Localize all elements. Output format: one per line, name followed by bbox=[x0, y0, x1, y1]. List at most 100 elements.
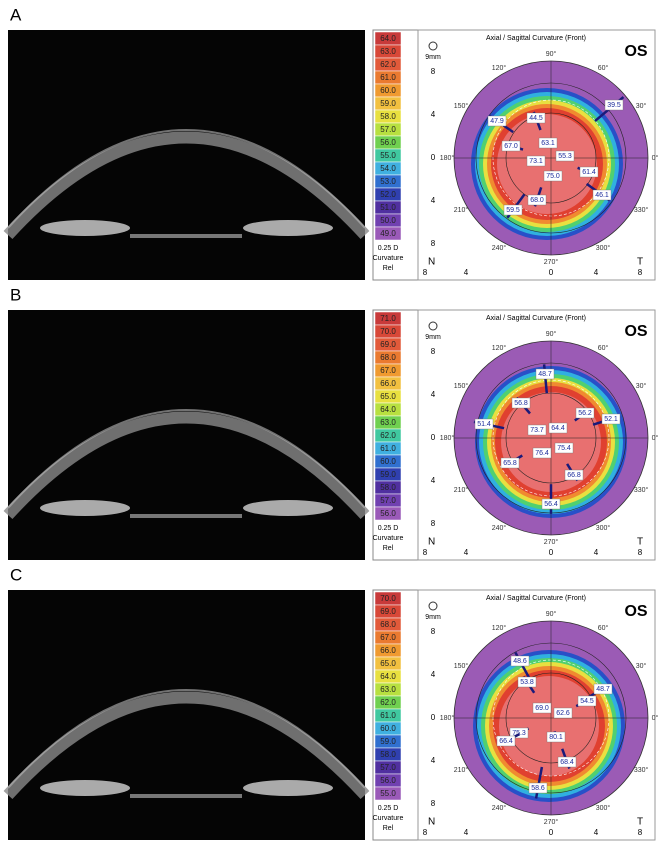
reading: 73.1 bbox=[529, 158, 543, 165]
angle-label: 210° bbox=[454, 486, 469, 494]
reading-box bbox=[538, 137, 558, 149]
scale-value: 59.0 bbox=[380, 470, 396, 479]
x-tick-label: 4 bbox=[464, 548, 469, 557]
x-tick-label: 4 bbox=[594, 548, 599, 557]
temporal: T bbox=[637, 817, 643, 828]
zoom: 9mm bbox=[425, 54, 441, 61]
cornea bbox=[3, 131, 370, 240]
temporal: T bbox=[637, 257, 643, 268]
nasal: N bbox=[428, 257, 435, 268]
zoom: 9mm bbox=[425, 614, 441, 621]
scale-footer: 0.25 D bbox=[378, 525, 399, 532]
angle-label: 240° bbox=[492, 244, 507, 252]
panel-label: C bbox=[10, 565, 22, 584]
scale-value: 49.0 bbox=[380, 229, 396, 238]
scale-value: 59.0 bbox=[380, 737, 396, 746]
angle-label: 180° bbox=[440, 714, 455, 722]
scale-value: 60.0 bbox=[380, 457, 396, 466]
reading: 65.8 bbox=[503, 460, 517, 467]
zoom-icon bbox=[428, 41, 438, 51]
zoom-icon bbox=[428, 321, 438, 331]
angle-label: 330° bbox=[634, 766, 649, 774]
iris bbox=[243, 220, 333, 236]
scale-footer: 0.25 D bbox=[378, 245, 399, 252]
angle-label: 0° bbox=[652, 434, 659, 442]
angle-label: 330° bbox=[634, 486, 649, 494]
reading-box bbox=[526, 155, 546, 167]
reading: 68.0 bbox=[530, 197, 544, 204]
map-title: Axial / Sagittal Curvature (Front) bbox=[486, 35, 586, 42]
iris bbox=[40, 780, 130, 796]
x-tick-label: 8 bbox=[638, 268, 643, 277]
scale-value: 60.0 bbox=[380, 86, 396, 95]
scale-value: 62.0 bbox=[380, 431, 396, 440]
scale-value: 54.0 bbox=[380, 164, 396, 173]
reading: 80.1 bbox=[549, 734, 563, 741]
scale-value: 62.0 bbox=[380, 60, 396, 69]
lens bbox=[130, 514, 242, 518]
reading: 75.0 bbox=[546, 173, 560, 180]
cornea bbox=[3, 411, 370, 520]
reading: 62.6 bbox=[556, 710, 570, 717]
x-tick-label: 8 bbox=[638, 548, 643, 557]
reading-box bbox=[592, 189, 612, 201]
angle-label: 60° bbox=[598, 344, 609, 352]
reading: 47.9 bbox=[490, 118, 504, 125]
angle-label: 150° bbox=[454, 382, 469, 390]
scale-value: 50.0 bbox=[380, 216, 396, 225]
scale-value: 64.0 bbox=[380, 34, 396, 43]
angle-label: 300° bbox=[596, 804, 611, 812]
reading: 67.0 bbox=[504, 143, 518, 150]
reading-box bbox=[557, 756, 577, 768]
scale-value: 68.0 bbox=[380, 353, 396, 362]
scale-value: 58.0 bbox=[380, 483, 396, 492]
iris bbox=[243, 780, 333, 796]
angle-label: 210° bbox=[454, 766, 469, 774]
scale-footer: Curvature bbox=[373, 815, 404, 822]
reading-box bbox=[548, 422, 568, 434]
angle-label: 240° bbox=[492, 804, 507, 812]
scale-value: 63.0 bbox=[380, 685, 396, 694]
angle-label: 120° bbox=[492, 64, 507, 72]
angle-label: 0° bbox=[652, 154, 659, 162]
reading: 55.3 bbox=[558, 153, 572, 160]
y-tick-label: 8 bbox=[431, 67, 436, 76]
reading: 48.7 bbox=[538, 371, 552, 378]
reading: 66.4 bbox=[499, 738, 513, 745]
angle-label: 120° bbox=[492, 344, 507, 352]
scale-value: 52.0 bbox=[380, 190, 396, 199]
reading: 51.4 bbox=[477, 421, 491, 428]
reading: 59.5 bbox=[506, 207, 520, 214]
scale-swatch bbox=[374, 786, 402, 801]
scale-value: 59.0 bbox=[380, 99, 396, 108]
reading-box bbox=[593, 683, 613, 695]
reading-box bbox=[501, 140, 521, 152]
zoom: 9mm bbox=[425, 334, 441, 341]
scale-value: 58.0 bbox=[380, 750, 396, 759]
angle-label: 270° bbox=[544, 818, 559, 826]
y-tick-label: 0 bbox=[431, 153, 436, 162]
scale-value: 60.0 bbox=[380, 724, 396, 733]
temporal: T bbox=[637, 537, 643, 548]
scale-value: 66.0 bbox=[380, 646, 396, 655]
x-tick-label: 0 bbox=[549, 268, 554, 277]
reading-box bbox=[532, 447, 552, 459]
y-tick-label: 8 bbox=[431, 799, 436, 808]
y-tick-label: 4 bbox=[431, 390, 436, 399]
scale-value: 51.0 bbox=[380, 203, 396, 212]
reading: 44.5 bbox=[529, 115, 543, 122]
scale-value: 63.0 bbox=[380, 418, 396, 427]
panel-label: B bbox=[10, 285, 21, 304]
scale-value: 64.0 bbox=[380, 672, 396, 681]
reading: 76.4 bbox=[535, 450, 549, 457]
scale-value: 57.0 bbox=[380, 125, 396, 134]
scale-value: 67.0 bbox=[380, 633, 396, 642]
scale-value: 61.0 bbox=[380, 444, 396, 453]
iris bbox=[40, 220, 130, 236]
y-tick-label: 8 bbox=[431, 239, 436, 248]
scale-value: 63.0 bbox=[380, 47, 396, 56]
x-tick-label: 0 bbox=[549, 828, 554, 837]
x-tick-label: 8 bbox=[638, 828, 643, 837]
x-tick-label: 4 bbox=[464, 268, 469, 277]
